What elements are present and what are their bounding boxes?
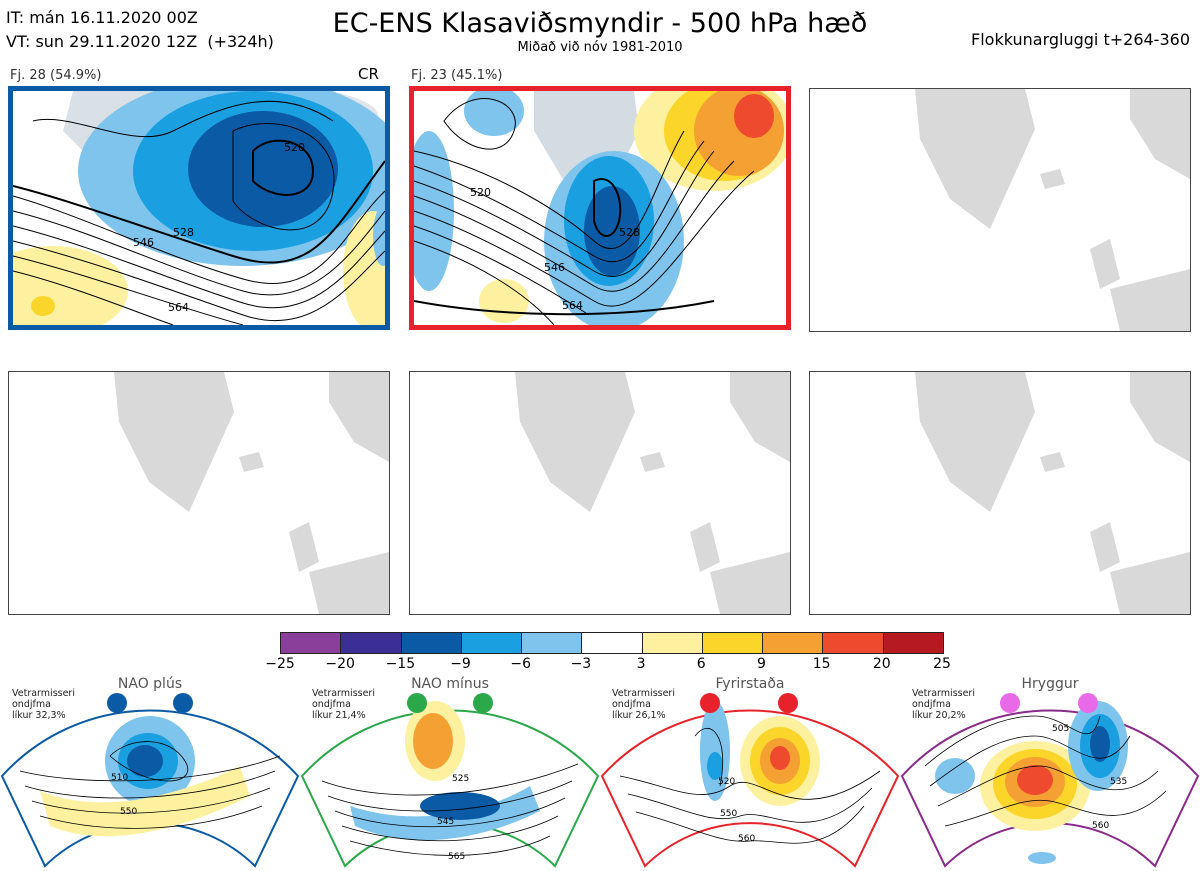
valid-time: VT: sun 29.11.2020 12Z (+324h) bbox=[6, 32, 274, 51]
regime-note: Vetrarmisseri ondjfma líkur 20,2% bbox=[912, 688, 975, 721]
colorbar-tick-label: 20 bbox=[872, 656, 891, 672]
colorbar-tick-label: −15 bbox=[385, 656, 416, 672]
cluster-1-map: 520 528 546 564 bbox=[8, 86, 390, 330]
cluster-1-label: Fj. 28 (54.9%) bbox=[10, 68, 102, 83]
regime-blocking: 520 550 560 Fyrirstaða Vetrarmisseri ondj… bbox=[600, 676, 900, 871]
blocking-contour-label: 520 bbox=[718, 777, 735, 787]
cluster-1-contour-label: 528 bbox=[173, 226, 194, 239]
cluster-1-contour-label: 564 bbox=[168, 301, 189, 314]
empty-map-panel bbox=[8, 371, 390, 615]
regime-nao-minus: 525 545 565 NAO mínus Vetrarmisseri ondjf… bbox=[300, 676, 600, 871]
colorbar-swatch bbox=[281, 633, 342, 653]
cluster-2-contour-label: 546 bbox=[544, 261, 565, 274]
anomaly-colorbar bbox=[280, 632, 944, 654]
cluster-2-contour-label: 564 bbox=[562, 299, 583, 312]
blocking-contour-label: 550 bbox=[720, 809, 737, 819]
colorbar-swatch bbox=[341, 633, 402, 653]
cluster-2-label: Fj. 23 (45.1%) bbox=[411, 68, 503, 83]
cluster-1-tag: CR bbox=[358, 65, 379, 83]
regime-ridge: 505 535 560 Hryggur Vetrarmisseri ondjfma… bbox=[900, 676, 1200, 871]
colorbar-swatch bbox=[461, 633, 523, 653]
regime-note: Vetrarmisseri ondjfma líkur 32,3% bbox=[12, 688, 75, 721]
colorbar-tick-label: 3 bbox=[636, 656, 646, 672]
cluster-2-map: 520 528 546 564 bbox=[409, 86, 791, 330]
colorbar-swatch bbox=[883, 633, 943, 653]
regime-title: NAO mínus bbox=[411, 676, 489, 692]
empty-map-panel bbox=[409, 371, 791, 615]
colorbar-swatch bbox=[702, 633, 764, 653]
nao-plus-contour-label: 510 bbox=[111, 773, 128, 783]
colorbar-tick-label: 25 bbox=[933, 656, 951, 672]
colorbar-swatch bbox=[582, 633, 643, 653]
empty-map-panel bbox=[809, 371, 1191, 615]
colorbar-tick-label: −20 bbox=[325, 656, 355, 672]
nao-minus-contour-label: 545 bbox=[437, 817, 454, 827]
nao-minus-contour-label: 565 bbox=[448, 852, 465, 862]
colorbar-tick-label: −6 bbox=[510, 656, 532, 672]
colorbar-tick-label: −9 bbox=[450, 656, 471, 672]
nao-minus-contour-label: 525 bbox=[452, 774, 469, 784]
issue-time: IT: mán 16.11.2020 00Z bbox=[6, 8, 198, 27]
regime-nao-plus: 510 550 NAO plús Vetrarmisseri ondjfma lík… bbox=[0, 676, 300, 871]
ridge-contour-label: 535 bbox=[1110, 777, 1127, 787]
colorbar-swatch bbox=[401, 633, 462, 653]
colorbar-tick-label: 15 bbox=[812, 656, 831, 672]
page-title: EC-ENS Klasaviðsmyndir - 500 hPa hæð bbox=[332, 8, 868, 39]
page-subtitle: Miðað við nóv 1981-2010 bbox=[517, 40, 683, 55]
ridge-contour-label: 560 bbox=[1092, 821, 1109, 831]
colorbar-swatch bbox=[763, 633, 824, 653]
colorbar-swatch bbox=[823, 633, 884, 653]
cluster-2-contour-label: 528 bbox=[619, 226, 640, 239]
regime-title: NAO plús bbox=[117, 676, 183, 692]
run-info: IT: mán 16.11.2020 00Z VT: sun 29.11.202… bbox=[6, 6, 274, 54]
nao-plus-contour-label: 550 bbox=[120, 807, 137, 817]
cluster-2-contour-label: 520 bbox=[470, 186, 491, 199]
colorbar-ticks: −25 −20 −15 −9 −6 −3 3 6 9 15 20 25 bbox=[258, 656, 964, 674]
cluster-1-contour-label: 520 bbox=[284, 141, 305, 154]
colorbar-swatch bbox=[642, 633, 703, 653]
classification-window: Flokkunargluggi t+264-360 bbox=[971, 30, 1190, 49]
regime-note: Vetrarmisseri ondjfma líkur 21,4% bbox=[312, 688, 375, 721]
colorbar-swatch bbox=[522, 633, 583, 653]
colorbar-tick-label: −25 bbox=[265, 656, 295, 672]
blocking-contour-label: 560 bbox=[738, 834, 755, 844]
colorbar-tick-label: 6 bbox=[696, 656, 706, 672]
ridge-contour-label: 505 bbox=[1052, 724, 1069, 734]
empty-map-panel bbox=[809, 88, 1191, 332]
regime-title: Hryggur bbox=[1021, 676, 1079, 692]
cluster-1-contour-label: 546 bbox=[133, 236, 154, 249]
regime-note: Vetrarmisseri ondjfma líkur 26,1% bbox=[612, 688, 675, 721]
colorbar-tick-label: −3 bbox=[570, 656, 592, 672]
regime-title: Fyrirstaða bbox=[715, 676, 785, 692]
colorbar-tick-label: 9 bbox=[756, 656, 766, 672]
